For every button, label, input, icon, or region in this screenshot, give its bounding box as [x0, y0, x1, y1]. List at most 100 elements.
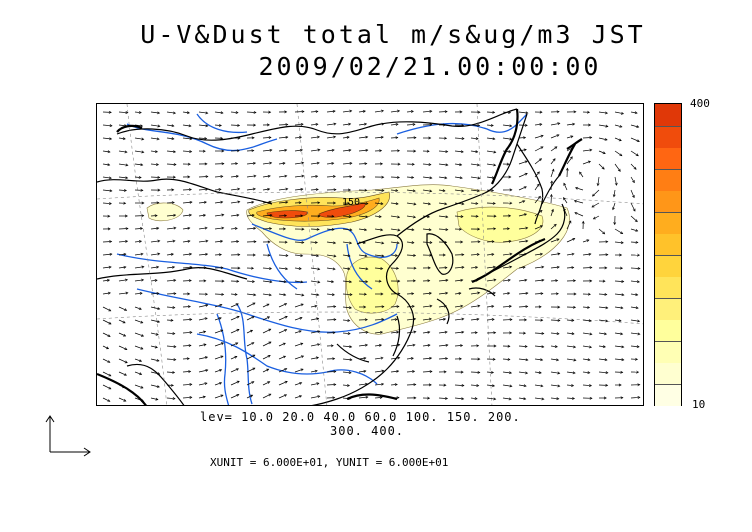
wind-vector: [102, 266, 112, 269]
wind-vector-head: [522, 200, 526, 203]
wind-vector: [374, 110, 384, 113]
wind-vector: [294, 175, 304, 178]
wind-vector-head: [568, 220, 572, 224]
wind-vector-head: [586, 239, 590, 243]
wind-vector: [630, 124, 639, 128]
wind-vector-head: [105, 346, 110, 350]
wind-vector: [550, 146, 558, 152]
wind-vector: [502, 240, 512, 243]
wind-vector: [598, 163, 605, 170]
wind-vector-head: [475, 150, 479, 154]
wind-vector: [550, 384, 560, 387]
wind-vector: [582, 371, 590, 374]
wind-vector: [182, 124, 192, 127]
wind-vector: [214, 227, 224, 230]
wind-vector-head: [620, 111, 625, 115]
wind-vector: [438, 358, 448, 360]
wind-vector-head: [363, 122, 368, 126]
wind-vector-head: [620, 231, 624, 235]
wind-vector: [575, 187, 584, 191]
wind-vector-head: [252, 161, 257, 165]
wind-vector-head: [491, 176, 495, 180]
wind-vector: [486, 371, 494, 373]
wind-vector-head: [283, 227, 287, 231]
wind-vector: [230, 175, 239, 178]
wind-vector-head: [635, 293, 639, 297]
colorbar-swatch: [655, 254, 681, 277]
wind-vector-head: [591, 204, 595, 208]
wind-vector: [230, 368, 239, 373]
wind-vector-head: [445, 150, 449, 153]
wind-vector-head: [445, 343, 449, 347]
wind-vector: [550, 397, 559, 400]
wind-vector-head: [315, 175, 319, 178]
wind-vector-head: [140, 252, 144, 256]
wind-vector-head: [348, 241, 353, 245]
wind-vector: [278, 316, 288, 321]
wind-vector-head: [170, 318, 174, 322]
wind-vector-head: [123, 252, 127, 256]
wind-vector-head: [460, 278, 464, 282]
wind-vector: [310, 330, 320, 334]
wind-vector: [598, 306, 608, 309]
wind-vector: [246, 342, 255, 347]
wind-vector-head: [381, 254, 385, 258]
wind-vector: [230, 380, 240, 386]
wind-vector: [326, 149, 335, 152]
wind-vector-head: [188, 279, 192, 283]
wind-vector-head: [491, 384, 496, 388]
wind-vector: [374, 189, 384, 191]
wind-vector-head: [172, 371, 176, 374]
wind-vector-head: [508, 111, 512, 114]
wind-vector-head: [589, 396, 593, 400]
wind-vector-head: [333, 383, 337, 387]
wind-vector-head: [428, 228, 432, 232]
levels-label-line1: lev= 10.0 20.0 40.0 60.0 100. 150. 200.: [200, 410, 521, 424]
wind-vector-head: [381, 109, 384, 113]
wind-vector-head: [220, 200, 224, 204]
wind-vector: [182, 331, 192, 334]
wind-vector: [118, 266, 126, 269]
wind-vector-head: [493, 214, 497, 218]
wind-vector-head: [331, 214, 335, 218]
wind-vector: [390, 228, 400, 231]
wind-vector: [310, 189, 319, 191]
wind-vector: [198, 344, 207, 347]
wind-vector: [166, 163, 177, 165]
wind-vector-head: [157, 111, 161, 115]
wind-vector: [438, 111, 448, 113]
wind-vector-head: [429, 189, 433, 193]
wind-vector: [118, 137, 126, 140]
wind-vector-head: [204, 317, 208, 321]
wind-vector-head: [381, 369, 385, 373]
wind-vector-head: [284, 174, 288, 178]
wind-vector: [502, 319, 513, 321]
wind-vector-head: [605, 306, 609, 310]
wind-vector-head: [605, 383, 609, 387]
wind-vector: [310, 149, 320, 152]
wind-vector: [118, 397, 127, 402]
wind-vector: [566, 135, 574, 139]
wind-vector: [422, 215, 430, 218]
wind-vector-head: [397, 149, 401, 153]
wind-vector-head: [635, 153, 639, 157]
wind-vector: [534, 135, 544, 139]
wind-vector-head: [444, 266, 448, 270]
wind-vector-head: [525, 226, 529, 230]
wind-vector-head: [141, 201, 145, 205]
wind-vector: [150, 266, 159, 269]
wind-vector-head: [475, 214, 479, 218]
wind-vector-head: [605, 240, 609, 244]
wind-vector: [390, 241, 400, 244]
wind-vector: [134, 176, 142, 178]
wind-vector-head: [202, 395, 206, 399]
wind-vector-head: [204, 382, 208, 386]
wind-vector: [134, 228, 143, 230]
wind-vector-head: [283, 280, 287, 284]
wind-vector-head: [493, 278, 497, 282]
wind-vector: [342, 397, 351, 400]
wind-vector-head: [426, 215, 431, 219]
dust-region-20: [345, 256, 399, 314]
wind-vector-head: [620, 241, 624, 245]
wind-vector: [134, 150, 144, 153]
